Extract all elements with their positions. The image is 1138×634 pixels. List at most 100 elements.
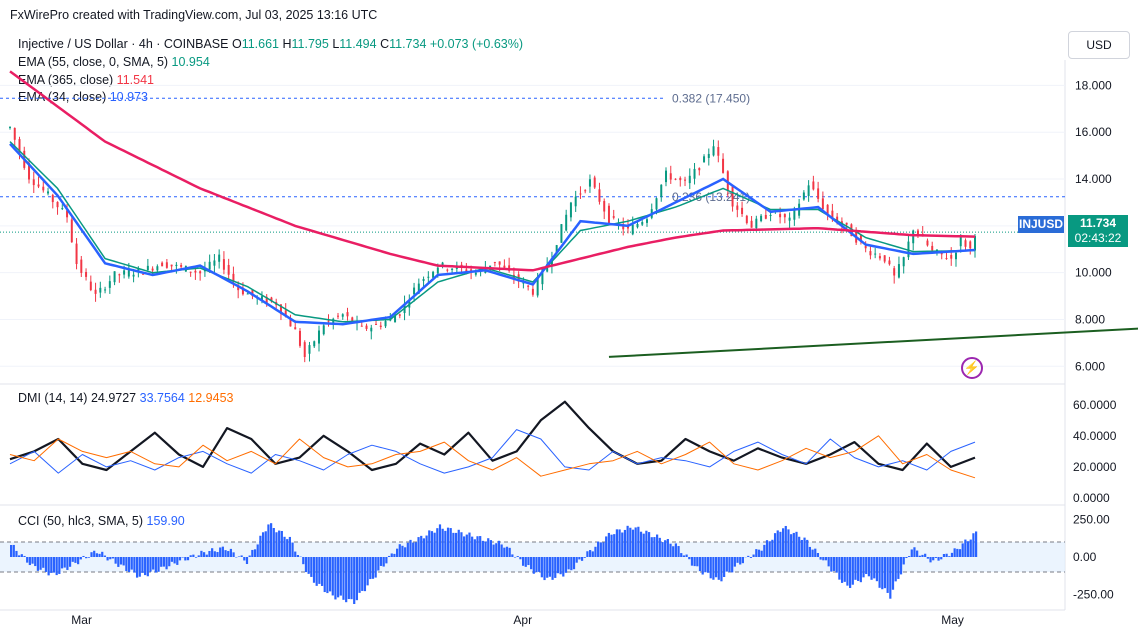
- currency-button[interactable]: USD: [1068, 31, 1130, 59]
- time-tick-label: May: [941, 613, 964, 627]
- candle-body: [246, 293, 249, 295]
- cci-bar: [245, 557, 249, 565]
- candle-body: [194, 270, 197, 273]
- cci-bar: [543, 557, 546, 581]
- cci-bar: [854, 557, 857, 580]
- trendline-lower: [608, 327, 1138, 358]
- cci-bar: [310, 557, 313, 577]
- candle-body: [536, 278, 539, 296]
- minus-di-line: [9, 435, 976, 479]
- price-tick-label: 14.000: [1075, 172, 1112, 186]
- cci-pane: [0, 523, 1065, 604]
- lightning-icon[interactable]: ⚡: [961, 357, 983, 379]
- candle-body: [945, 258, 948, 260]
- cci-bar: [910, 549, 913, 557]
- candle-body: [175, 264, 178, 267]
- dmi-legend: DMI (14, 14) 24.9727 33.7564 12.9453: [18, 391, 233, 405]
- candle-body: [308, 345, 311, 354]
- cci-bar: [709, 557, 712, 579]
- bar-countdown: 02:43:22: [1074, 231, 1122, 245]
- cci-bar: [666, 539, 669, 557]
- candle-body: [37, 184, 40, 187]
- price-tick-label: 6.000: [1075, 359, 1105, 373]
- candle-body: [959, 237, 962, 247]
- candle-body: [398, 314, 401, 316]
- cci-bar: [302, 557, 305, 565]
- cci-bar: [589, 550, 592, 557]
- price-badge: 11.734 02:43:22: [1068, 215, 1128, 247]
- cci-bar: [205, 554, 208, 557]
- cci-bar: [945, 553, 948, 557]
- cci-bar: [597, 541, 600, 557]
- cci-bar: [157, 557, 160, 572]
- cci-bar: [798, 536, 801, 557]
- candle-body: [845, 222, 848, 225]
- cci-bar: [211, 548, 214, 557]
- candle-body: [902, 257, 905, 267]
- cci-bar: [398, 544, 401, 557]
- cci-bar: [449, 528, 452, 557]
- cci-bar: [173, 557, 176, 564]
- cci-bar: [296, 555, 300, 557]
- cci-bar: [503, 547, 506, 557]
- cci-bar: [342, 557, 345, 600]
- cci-bar: [28, 557, 31, 566]
- cci-bar: [782, 528, 785, 557]
- candle-body: [645, 219, 648, 223]
- cci-bar: [160, 557, 163, 567]
- ema365-value: 11.541: [116, 73, 154, 87]
- candle-body: [584, 190, 587, 192]
- cci-bar: [141, 557, 144, 573]
- candle-body: [294, 327, 297, 330]
- candle-body: [755, 218, 758, 229]
- candle-body: [142, 273, 145, 275]
- candle-body: [9, 127, 11, 129]
- cci-bar: [827, 557, 830, 567]
- cci-bar: [672, 546, 675, 557]
- cci-bar: [275, 532, 278, 557]
- cci-bar: [353, 557, 356, 604]
- cci-bar: [787, 529, 790, 557]
- dmi-tick-label: 0.0000: [1073, 491, 1110, 505]
- candle-body: [413, 287, 416, 295]
- candle-body: [869, 251, 872, 256]
- cci-bar: [117, 557, 120, 567]
- candle-body: [165, 262, 168, 268]
- candle-body: [208, 261, 211, 270]
- ema55-value: 10.954: [171, 55, 210, 69]
- candle-body: [379, 325, 382, 327]
- cci-bar: [304, 557, 308, 573]
- candle-body: [560, 224, 563, 243]
- cci-bar: [363, 557, 367, 592]
- candle-body: [859, 235, 862, 242]
- cci-bar: [637, 526, 640, 557]
- dmi-tick-label: 40.0000: [1073, 429, 1117, 443]
- time-tick-label: Mar: [71, 613, 92, 627]
- candle-body: [337, 315, 340, 317]
- cci-bar: [870, 557, 873, 580]
- cci-bar: [138, 557, 141, 577]
- cci-bar: [176, 557, 179, 565]
- cci-bar: [578, 557, 581, 560]
- candle-body: [807, 185, 810, 197]
- cci-bar: [969, 539, 972, 557]
- cci-bar: [371, 557, 375, 579]
- cci-bar: [323, 557, 326, 593]
- ema365-label: EMA (365, close): [18, 73, 114, 87]
- candle-body: [375, 323, 378, 325]
- candle-body: [260, 296, 263, 301]
- cci-bar: [532, 557, 535, 574]
- cci-bar: [278, 530, 281, 557]
- cci-bar: [382, 557, 385, 567]
- cci-bar: [98, 553, 101, 557]
- candle-body: [893, 268, 896, 276]
- cci-bar: [934, 557, 937, 558]
- cci-bar: [862, 557, 865, 578]
- cci-bar: [350, 557, 353, 600]
- cci-bar: [468, 532, 471, 557]
- cci-bar: [755, 549, 758, 557]
- low-label: L: [332, 37, 340, 51]
- cci-bar: [953, 548, 956, 557]
- trendlines[interactable]: [608, 144, 1138, 358]
